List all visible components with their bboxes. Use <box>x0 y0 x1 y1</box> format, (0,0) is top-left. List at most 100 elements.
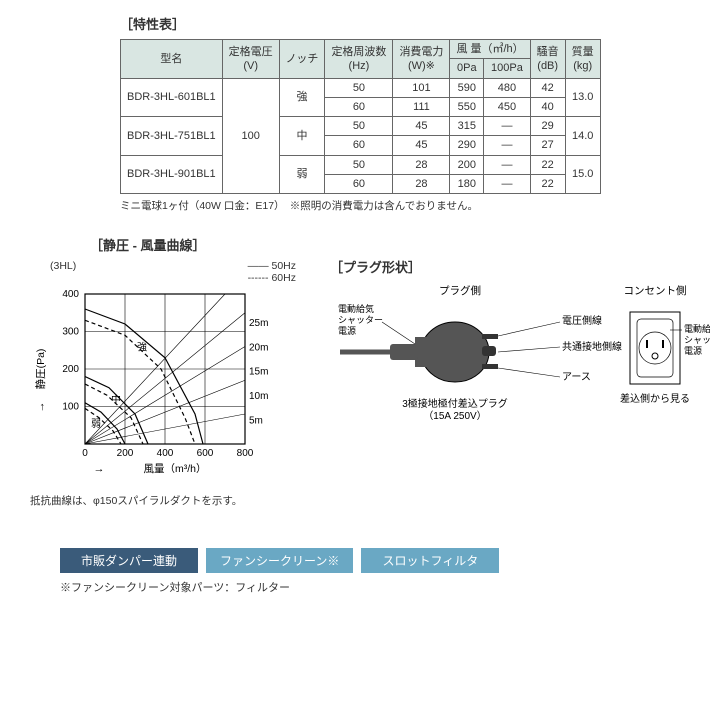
table-cell: 60 <box>325 136 393 155</box>
chart-block: ［静圧 - 風量曲線］ (3HL) —— 50Hz ------ 60Hz 0 2… <box>30 231 300 508</box>
chart-title: ［静圧 - 風量曲線］ <box>90 235 300 254</box>
svg-text:400: 400 <box>157 448 174 459</box>
svg-text:→: → <box>94 463 105 475</box>
table-cell: 中 <box>279 117 325 156</box>
table-cell: 42 <box>530 78 565 97</box>
table-cell: 強 <box>279 78 325 117</box>
col-w: 消費電力 (W)※ <box>393 40 450 79</box>
table-cell: 480 <box>484 78 530 97</box>
svg-text:シャッター: シャッター <box>684 335 710 345</box>
col-airflow-group: 風 量（㎥/h） <box>450 40 530 59</box>
svg-text:電圧側線: 電圧側線 <box>562 314 602 327</box>
feature-tag: 市販ダンパー連動 <box>60 548 198 573</box>
table-cell: 315 <box>450 117 484 136</box>
col-voltage: 定格電圧 (V) <box>222 40 279 79</box>
table-cell: 50 <box>325 155 393 174</box>
col-0pa: 0Pa <box>450 59 484 78</box>
svg-text:（15A 250V）: （15A 250V） <box>423 410 486 422</box>
svg-text:共通接地側線: 共通接地側線 <box>562 340 622 353</box>
svg-text:弱: 弱 <box>91 419 101 431</box>
plug-title: ［プラグ形状］ <box>330 257 710 276</box>
table-cell: 40 <box>530 97 565 116</box>
legend-60: ------ 60Hz <box>248 272 296 284</box>
tags-row: 市販ダンパー連動ファンシークリーン※スロットフィルタ <box>60 548 710 573</box>
svg-text:5m: 5m <box>249 416 263 427</box>
svg-text:強: 強 <box>137 341 147 354</box>
svg-text:600: 600 <box>197 448 214 459</box>
svg-text:シャッター: シャッター <box>338 315 383 325</box>
svg-text:100: 100 <box>62 402 79 413</box>
spec-footnote: ミニ電球1ヶ付（40W 口金：E17） ※照明の消費電力は含んでおりません。 <box>120 198 710 213</box>
table-cell: — <box>484 117 530 136</box>
svg-text:400: 400 <box>62 289 79 300</box>
spec-table: 型名 定格電圧 (V) ノッチ 定格周波数 (Hz) 消費電力 (W)※ 風 量… <box>120 39 601 194</box>
table-cell: 50 <box>325 78 393 97</box>
legend-50: —— 50Hz <box>248 260 296 272</box>
table-cell: 101 <box>393 78 450 97</box>
table-cell: 111 <box>393 97 450 116</box>
table-cell: 45 <box>393 117 450 136</box>
table-cell: — <box>484 175 530 194</box>
table-cell: 28 <box>393 155 450 174</box>
plug-svg: プラグ側コンセント側電圧側線共通接地側線アース電動給気シャッター電源3極接地極付… <box>330 282 710 452</box>
col-100pa: 100Pa <box>484 59 530 78</box>
svg-text:差込側から見る: 差込側から見る <box>620 392 690 405</box>
table-cell: — <box>484 136 530 155</box>
table-cell: — <box>484 155 530 174</box>
table-cell: 13.0 <box>565 78 600 117</box>
table-cell: BDR-3HL-901BL1 <box>121 155 223 194</box>
svg-text:コンセント側: コンセント側 <box>624 284 687 297</box>
tag-note: ※ファンシークリーン対象パーツ：フィルター <box>60 579 710 595</box>
spec-table-title: ［特性表］ <box>120 14 710 33</box>
table-cell: 50 <box>325 117 393 136</box>
table-cell: 27 <box>530 136 565 155</box>
table-cell: 29 <box>530 117 565 136</box>
table-cell: 22 <box>530 155 565 174</box>
col-hz: 定格周波数 (Hz) <box>325 40 393 79</box>
table-cell: 45 <box>393 136 450 155</box>
table-cell: 200 <box>450 155 484 174</box>
svg-text:アース: アース <box>562 372 591 383</box>
table-cell: 180 <box>450 175 484 194</box>
svg-text:20m: 20m <box>249 343 268 354</box>
svg-text:風量（m³/h）: 風量（m³/h） <box>144 463 207 475</box>
svg-text:3極接地極付差込プラグ: 3極接地極付差込プラグ <box>402 397 508 410</box>
svg-text:中: 中 <box>111 393 121 406</box>
table-cell: 100 <box>222 78 279 194</box>
svg-text:電源: 電源 <box>684 346 702 356</box>
table-cell: 60 <box>325 97 393 116</box>
table-cell: 22 <box>530 175 565 194</box>
col-model: 型名 <box>121 40 223 79</box>
svg-text:電動給気: 電動給気 <box>684 323 710 334</box>
table-cell: 590 <box>450 78 484 97</box>
table-cell: 550 <box>450 97 484 116</box>
feature-tag: ファンシークリーン※ <box>206 548 353 573</box>
plug-block: ［プラグ形状］ プラグ側コンセント側電圧側線共通接地側線アース電動給気シャッター… <box>330 231 710 455</box>
svg-text:200: 200 <box>62 364 79 375</box>
svg-text:15m: 15m <box>249 367 268 378</box>
table-cell: 28 <box>393 175 450 194</box>
table-cell: 450 <box>484 97 530 116</box>
svg-text:プラグ側: プラグ側 <box>439 284 481 297</box>
table-cell: 15.0 <box>565 155 600 194</box>
svg-text:電源: 電源 <box>338 326 356 336</box>
table-cell: 60 <box>325 175 393 194</box>
chart-subtitle: (3HL) <box>50 260 76 284</box>
table-cell: BDR-3HL-601BL1 <box>121 78 223 117</box>
table-cell: 290 <box>450 136 484 155</box>
svg-text:10m: 10m <box>249 391 268 402</box>
table-cell: BDR-3HL-751BL1 <box>121 117 223 156</box>
col-notch: ノッチ <box>279 40 325 79</box>
svg-text:800: 800 <box>237 448 254 459</box>
svg-text:電動給気: 電動給気 <box>338 303 374 314</box>
svg-text:静圧(Pa): 静圧(Pa) <box>34 349 47 390</box>
table-cell: 弱 <box>279 155 325 194</box>
svg-text:200: 200 <box>117 448 134 459</box>
table-cell: 14.0 <box>565 117 600 156</box>
svg-text:→: → <box>35 402 47 413</box>
svg-text:0: 0 <box>82 448 88 459</box>
chart-svg: 02004006008001002003004005m10m15m20m25m強… <box>30 284 300 484</box>
col-mass: 質量 (kg) <box>565 40 600 79</box>
chart-note: 抵抗曲線は、φ150スパイラルダクトを示す。 <box>30 493 300 508</box>
svg-text:25m: 25m <box>249 318 268 329</box>
